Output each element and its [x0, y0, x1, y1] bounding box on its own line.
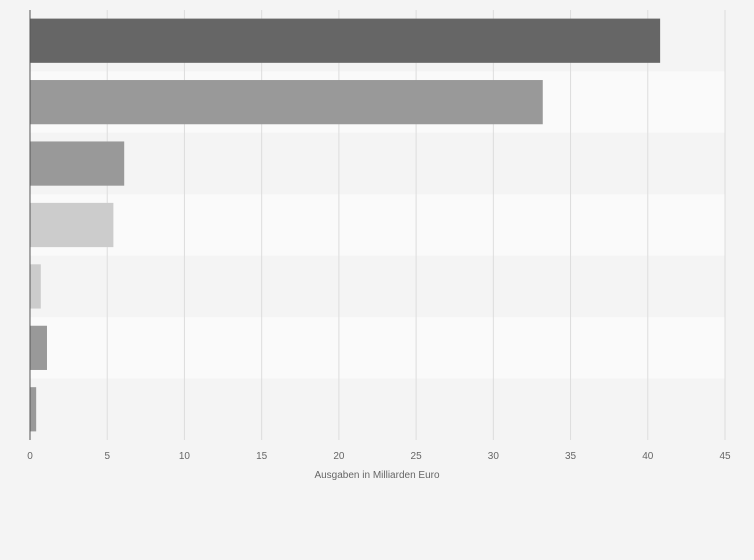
bar[interactable]	[30, 141, 125, 186]
row-bands	[30, 10, 725, 440]
bar[interactable]	[30, 264, 41, 309]
bar[interactable]	[30, 202, 114, 248]
x-tick-label: 40	[642, 451, 654, 462]
x-tick-label: 5	[104, 451, 110, 462]
x-tick-labels: 0 5 10 15 20 25 30 35 40 45	[27, 451, 731, 462]
row-band	[30, 132, 725, 195]
row-band	[30, 194, 725, 256]
x-tick-label: 15	[256, 451, 268, 462]
bars	[30, 18, 661, 432]
x-tick-label: 20	[333, 451, 345, 462]
x-tick-label: 35	[565, 451, 577, 462]
bar[interactable]	[30, 80, 543, 125]
x-tick-label: 45	[719, 451, 731, 462]
bar[interactable]	[30, 18, 661, 63]
row-band	[30, 378, 725, 440]
bar[interactable]	[30, 325, 47, 370]
bar[interactable]	[30, 387, 37, 432]
x-tick-label: 10	[179, 451, 191, 462]
row-band	[30, 317, 725, 379]
x-tick-label: 0	[27, 451, 33, 462]
x-axis-title: Ausgaben in Milliarden Euro	[314, 470, 440, 481]
x-tick-label: 30	[488, 451, 500, 462]
x-tick-label: 25	[411, 451, 423, 462]
row-band	[30, 255, 725, 318]
